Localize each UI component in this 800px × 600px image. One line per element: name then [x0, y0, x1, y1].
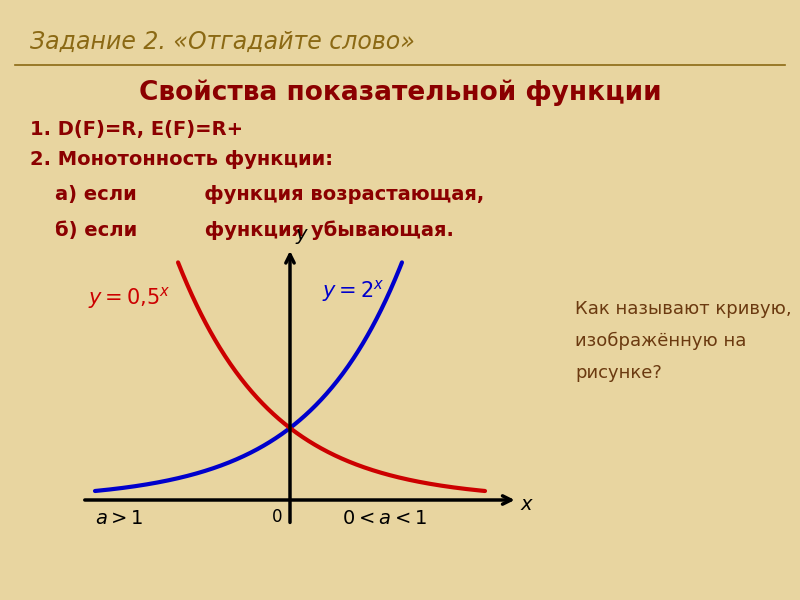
Text: б) если          функция убывающая.: б) если функция убывающая. [55, 220, 454, 239]
Text: 2. Монотонность функции:: 2. Монотонность функции: [30, 150, 333, 169]
Text: Как называют кривую,
изображённую на
рисунке?: Как называют кривую, изображённую на рис… [575, 300, 792, 383]
Text: $a > 1$: $a > 1$ [95, 509, 143, 527]
Text: Свойства показательной функции: Свойства показательной функции [138, 80, 662, 107]
Text: y: y [295, 226, 306, 244]
Text: $y = 2^x$: $y = 2^x$ [322, 278, 386, 304]
Text: Задание 2. «Отгадайте слово»: Задание 2. «Отгадайте слово» [30, 30, 415, 54]
Text: $0 < a < 1$: $0 < a < 1$ [342, 509, 427, 527]
Text: x: x [521, 496, 532, 514]
Text: 1. D(F)=R, E(F)=R+: 1. D(F)=R, E(F)=R+ [30, 120, 243, 139]
Text: а) если          функция возрастающая,: а) если функция возрастающая, [55, 185, 484, 204]
Text: $y = 0{,}5^x$: $y = 0{,}5^x$ [89, 286, 171, 311]
Text: 0: 0 [271, 508, 282, 526]
